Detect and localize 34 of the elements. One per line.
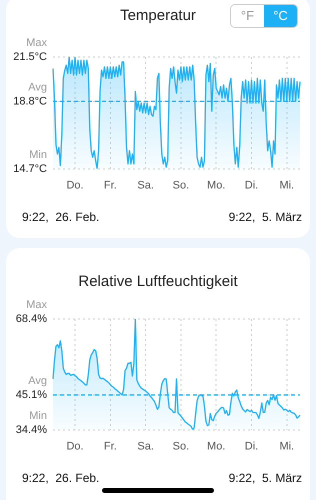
- x-tick-label: Di.: [244, 440, 258, 452]
- y-tick-label: 68.4%: [16, 313, 48, 326]
- text: °C: [264, 5, 297, 27]
- x-tick-label: Mi.: [279, 179, 294, 192]
- ref-line-label: Avg: [28, 374, 47, 387]
- chart-title: Relative Luftfeuchtigkeit: [77, 273, 239, 290]
- x-tick-label: Fr.: [104, 179, 117, 192]
- x-tick-label: So.: [172, 440, 190, 452]
- x-tick-label: Mi.: [279, 440, 294, 452]
- y-tick-label: 14.7°C: [13, 162, 48, 175]
- y-tick-label: 18.8°C: [13, 95, 48, 108]
- x-tick-label: Mo.: [207, 179, 226, 192]
- text: Max: [26, 37, 48, 50]
- x-tick-label: Fr.: [104, 440, 117, 452]
- x-tick-label: Do.: [66, 440, 84, 452]
- x-tick-label: So.: [172, 179, 190, 192]
- text: Min: [29, 148, 47, 161]
- chart-title: Temperatur: [120, 7, 196, 24]
- x-tick-label: Do.: [66, 179, 84, 192]
- y-tick-label: 45.1%: [16, 388, 48, 401]
- text: 9:22, 26. Feb.: [22, 471, 100, 485]
- x-tick-label: Di.: [244, 179, 258, 192]
- y-tick-label: 34.4%: [16, 424, 48, 436]
- text: Max: [26, 299, 48, 312]
- ref-line-label: Avg: [28, 81, 47, 94]
- text: °F: [231, 5, 264, 27]
- x-tick-label: Sa.: [137, 440, 154, 452]
- text: 9:22, 26. Feb.: [22, 210, 100, 224]
- text: 9:22, 5. März: [228, 210, 302, 224]
- x-tick-label: Mo.: [207, 440, 226, 452]
- x-tick-label: Sa.: [137, 179, 154, 192]
- text: Min: [29, 410, 47, 422]
- text: 9:22, 5. März: [228, 471, 302, 485]
- y-tick-label: 21.5°C: [13, 51, 48, 64]
